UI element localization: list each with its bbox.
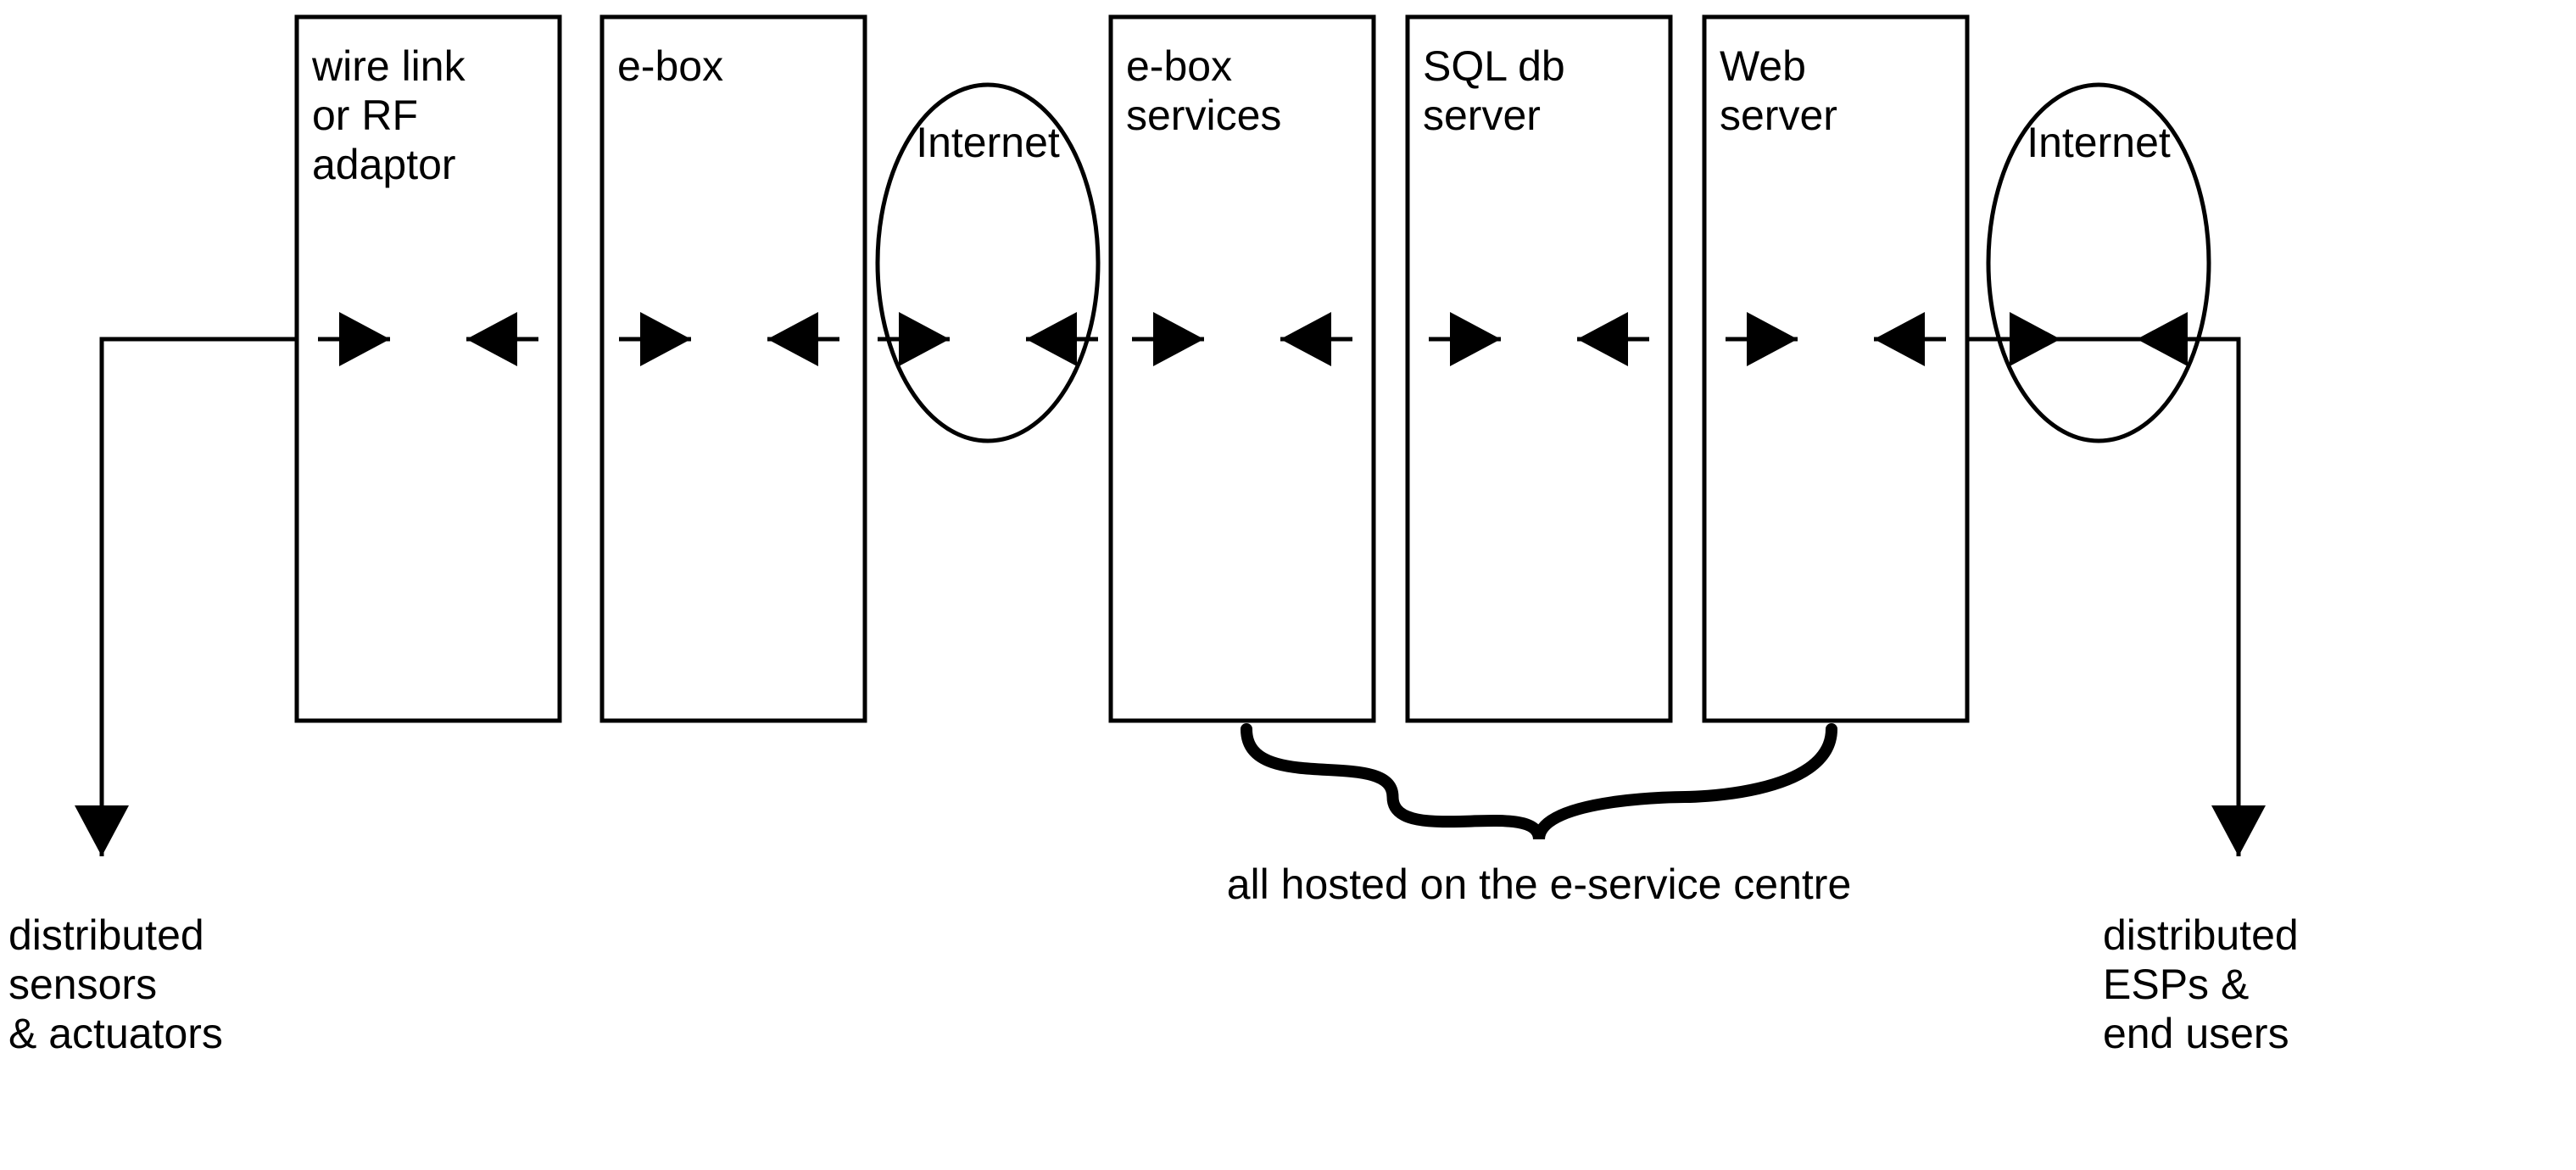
- box-services: e-boxservices: [1111, 17, 1374, 721]
- left-drop-label: sensors: [8, 961, 157, 1008]
- box-services-label: e-box: [1126, 42, 1232, 90]
- left-drop-label: & actuators: [8, 1010, 223, 1057]
- right-drop: distributedESPs &end users: [1967, 339, 2299, 1057]
- box-ebox: e-box: [602, 17, 865, 721]
- box-ebox-label: e-box: [617, 42, 723, 90]
- cloud-internet-2: Internet: [1988, 85, 2209, 441]
- left-drop: distributedsensors& actuators: [8, 339, 297, 1057]
- cloud-internet-1: Internet: [878, 85, 1098, 441]
- box-wirelink-label: adaptor: [312, 141, 456, 188]
- cloud-internet-1-label: Internet: [916, 119, 1060, 166]
- box-wirelink: wire linkor RFadaptor: [297, 17, 560, 721]
- cloud-internet-2-label: Internet: [2027, 119, 2171, 166]
- box-sqldb-label: SQL db: [1423, 42, 1565, 90]
- box-sqldb: SQL dbserver: [1408, 17, 1670, 721]
- box-sqldb-label: server: [1423, 92, 1541, 139]
- hosted-brace-label: all hosted on the e-service centre: [1227, 861, 1852, 908]
- box-wirelink-label: or RF: [312, 92, 418, 139]
- box-wirelink-label: wire link: [311, 42, 466, 90]
- box-web-label: Web: [1720, 42, 1806, 90]
- right-drop-label: end users: [2103, 1010, 2289, 1057]
- hosted-brace: all hosted on the e-service centre: [1227, 729, 1852, 908]
- box-web: Webserver: [1704, 17, 1967, 721]
- right-drop-label: distributed: [2103, 911, 2299, 959]
- left-drop-label: distributed: [8, 911, 204, 959]
- box-web-label: server: [1720, 92, 1837, 139]
- box-services-label: services: [1126, 92, 1281, 139]
- right-drop-label: ESPs &: [2103, 961, 2249, 1008]
